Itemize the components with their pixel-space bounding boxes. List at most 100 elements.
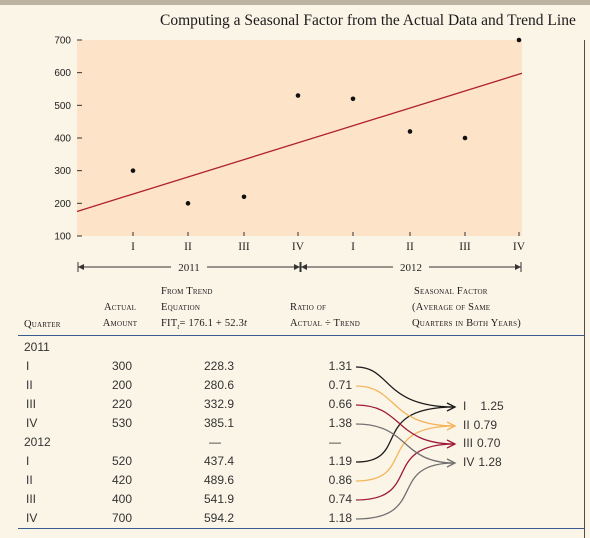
header-ratio-line1: Ratio of — [290, 302, 327, 313]
connector-q1-arrowhead — [446, 402, 457, 412]
ratio-cell: 1.38 — [328, 416, 352, 430]
actual-cell: 520 — [111, 454, 132, 468]
x-tick-label: III — [238, 241, 250, 253]
trend-cell: 228.3 — [203, 359, 234, 373]
actual-cell: 220 — [111, 397, 132, 411]
x-tick-label: II — [184, 241, 192, 253]
header-actual-line1: Actual — [103, 302, 137, 313]
connector-q4-b — [355, 462, 456, 520]
data-point — [295, 93, 301, 98]
y-tick-label: 200 — [54, 199, 71, 210]
data-point — [185, 201, 191, 206]
seasonal-factor-value: 1.28 — [478, 455, 502, 469]
header-quarter: Quarter — [24, 319, 61, 330]
header-actual: Actual Amount — [92, 300, 148, 332]
year-label: 2011 — [24, 340, 50, 354]
ratio-cell: 1.19 — [328, 454, 352, 468]
year-label: 2012 — [24, 435, 51, 449]
ratio-cell: 0.71 — [328, 378, 352, 392]
year-brace-2012-arrow-left — [301, 264, 307, 270]
equation-t: t — [244, 318, 248, 329]
right-rule — [584, 40, 585, 538]
trend-line — [76, 72, 523, 213]
data-point — [130, 168, 136, 173]
year-brace-2011-label: 2011 — [178, 262, 200, 274]
ratio-cell: 0.74 — [328, 492, 352, 506]
y-tick-label: 100 — [54, 232, 71, 243]
connector-q2-a — [355, 385, 456, 427]
trend-cell: 541.9 — [203, 492, 234, 506]
seasonal-factor-quarter: II — [463, 418, 470, 432]
header-factor-line3: Quarters in Both Years) — [412, 318, 521, 329]
seasonal-factor-quarter: I — [463, 399, 467, 413]
seasonal-factor-3: III 0.70 — [463, 436, 500, 450]
trend-cell: — — [209, 435, 221, 449]
header-factor: Seasonal Factor (Average of Same Quarter… — [412, 284, 521, 332]
header-trend: From Trend Equation FITt= 176.1 + 52.3t — [161, 284, 247, 335]
equation-text: = 176.1 + 52.3 — [179, 318, 245, 329]
trend-cell: 594.2 — [203, 511, 234, 525]
connector-q1-a — [355, 366, 456, 408]
y-tick-label: 300 — [54, 166, 71, 177]
actual-cell: 700 — [111, 511, 132, 525]
ratio-cell: 1.18 — [328, 511, 352, 525]
ratio-cell: — — [329, 435, 341, 449]
chart-title: Computing a Seasonal Factor from the Act… — [160, 12, 576, 29]
header-trend-equation: FITt= 176.1 + 52.3t — [161, 316, 247, 335]
quarter-cell: II — [26, 378, 33, 392]
connector-q2-arrowhead — [446, 421, 457, 431]
connector-q4-a — [355, 423, 456, 464]
seasonal-factor-2: II 0.79 — [463, 418, 497, 432]
y-tick-label: 600 — [54, 68, 71, 79]
seasonal-factor-4: IV 1.28 — [463, 455, 502, 469]
quarter-cell: I — [26, 359, 30, 373]
quarter-cell: III — [26, 397, 37, 411]
quarter-cell: IV — [26, 511, 38, 525]
actual-cell: 420 — [111, 473, 132, 487]
seasonal-factor-1: I 1.25 — [463, 399, 504, 413]
header-trend-line2: Equation — [161, 302, 201, 313]
seasonal-factor-quarter: IV — [463, 455, 475, 469]
actual-cell: 200 — [111, 378, 132, 392]
seasonal-factor-value: 0.70 — [477, 436, 501, 450]
trend-cell: 437.4 — [203, 454, 234, 468]
connector-q3-b — [355, 443, 456, 501]
top-bar — [0, 0, 590, 5]
header-rule — [18, 335, 584, 336]
quarter-cell: III — [26, 492, 37, 506]
header-trend-line1: From Trend — [161, 286, 213, 297]
connector-q3-a — [355, 404, 456, 445]
trend-cell: 489.6 — [203, 473, 234, 487]
data-point — [516, 37, 522, 43]
ratio-cell: 0.86 — [328, 473, 352, 487]
header-ratio-line2: Actual ÷ Trend — [290, 318, 361, 329]
quarter-cell: II — [26, 473, 33, 487]
quarter-cell: I — [26, 454, 30, 468]
trend-cell: 280.6 — [203, 378, 234, 392]
year-brace-2012-arrow-right — [515, 264, 521, 270]
trend-cell: 385.1 — [203, 416, 234, 430]
footer-rule — [18, 528, 584, 529]
data-point — [462, 135, 468, 141]
year-brace-2012-label: 2012 — [400, 262, 422, 274]
year-brace-2011-arrow-left — [78, 264, 84, 270]
data-point — [407, 129, 413, 134]
header-ratio: Ratio of Actual ÷ Trend — [290, 300, 360, 332]
actual-cell: 400 — [111, 492, 132, 506]
y-tick-label: 700 — [54, 36, 71, 47]
seasonal-factor-value: 1.25 — [480, 399, 504, 413]
year-brace-2011-arrow-right — [294, 264, 300, 270]
connector-q4-arrowhead — [446, 458, 457, 468]
fit-label: FIT — [161, 318, 178, 329]
seasonal-factor-value: 0.79 — [473, 418, 498, 432]
x-tick-label: III — [459, 241, 471, 253]
actual-cell: 530 — [111, 416, 132, 430]
x-tick-label: IV — [292, 241, 305, 253]
header-factor-line1: Seasonal Factor — [414, 286, 488, 297]
data-point — [241, 194, 247, 200]
x-tick-label: II — [406, 241, 414, 253]
actual-cell: 300 — [111, 359, 132, 373]
ratio-cell: 0.66 — [328, 397, 352, 411]
x-tick-label: I — [131, 241, 135, 253]
